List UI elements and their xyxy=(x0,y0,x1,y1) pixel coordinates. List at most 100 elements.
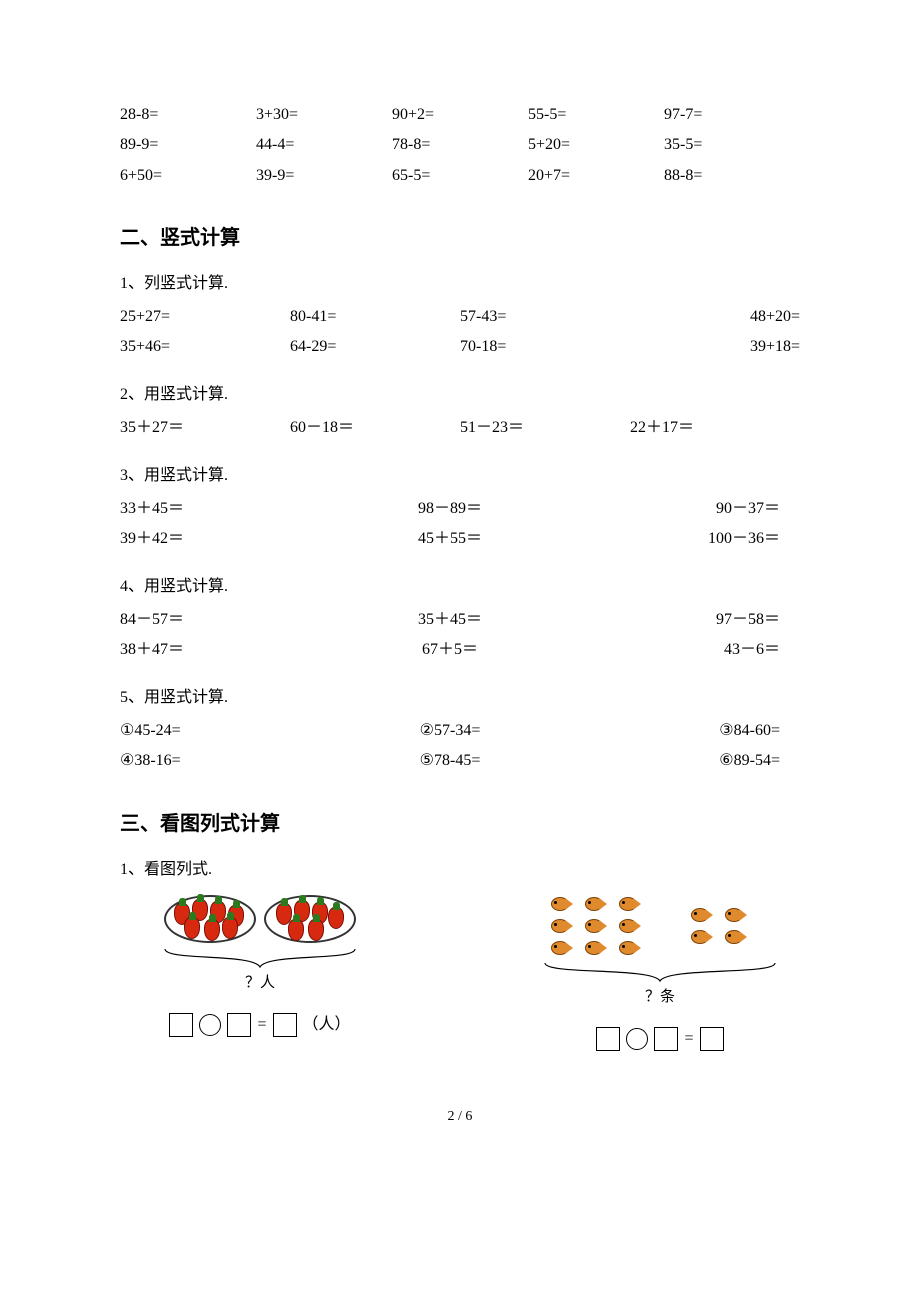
plate-icon xyxy=(264,895,356,943)
calc-cell: 97-7= xyxy=(664,100,800,130)
calc-cell: 84－57＝ xyxy=(120,605,340,635)
blank-square-icon xyxy=(273,1013,297,1037)
calc-cell: 39＋42＝ xyxy=(120,524,340,554)
calc-cell: ②57-34= xyxy=(340,716,560,746)
picture-right: ？条 = xyxy=(520,895,800,1054)
calc-cell: 33＋45＝ xyxy=(120,494,340,524)
question-label: 3、用竖式计算. xyxy=(120,461,800,491)
calc-cell: 6+50= xyxy=(120,161,256,191)
calc-cell: 80-41= xyxy=(290,302,460,332)
blank-square-icon xyxy=(596,1027,620,1051)
picture-problems: ？人 = （人） xyxy=(120,895,800,1054)
calc-cell: 38＋47＝ xyxy=(120,635,340,665)
brace-icon xyxy=(540,961,780,983)
blank-square-icon xyxy=(169,1013,193,1037)
caption-text: ？条 xyxy=(645,983,675,1012)
calc-row: 28-8= 3+30= 90+2= 55-5= 97-7= xyxy=(120,100,800,130)
calc-cell: 39-9= xyxy=(256,161,392,191)
fish-icon xyxy=(613,917,641,935)
blank-circle-icon xyxy=(626,1028,648,1050)
calc-row: 89-9= 44-4= 78-8= 5+20= 35-5= xyxy=(120,130,800,160)
fish-icon xyxy=(685,928,713,946)
fish-icon xyxy=(719,906,747,924)
calc-row: 35+46= 64-29= 70-18= 39+18= xyxy=(120,332,800,362)
calc-cell: 97－58＝ xyxy=(560,605,800,635)
calc-row: 38＋47＝ 67＋5＝ 43－6＝ xyxy=(120,635,800,665)
question-label: 2、用竖式计算. xyxy=(120,380,800,410)
fish-icon xyxy=(545,917,573,935)
calc-cell: 35＋45＝ xyxy=(340,605,560,635)
fish-group xyxy=(545,895,655,957)
strawberry-plates xyxy=(164,895,356,943)
equals-text: = xyxy=(257,1010,266,1040)
fish-icon xyxy=(719,928,747,946)
calc-cell: 90－37＝ xyxy=(560,494,800,524)
equation-template: = xyxy=(596,1024,723,1054)
calc-cell: ④38-16= xyxy=(120,746,340,776)
calc-cell: ③84-60= xyxy=(560,716,800,746)
calc-row: 84－57＝ 35＋45＝ 97－58＝ xyxy=(120,605,800,635)
section-heading: 二、竖式计算 xyxy=(120,219,800,257)
caption-text: ？人 xyxy=(245,969,275,998)
calc-cell: 88-8= xyxy=(664,161,800,191)
blank-circle-icon xyxy=(199,1014,221,1036)
calc-row: ④38-16= ⑤78-45= ⑥89-54= xyxy=(120,746,800,776)
calc-cell: ⑤78-45= xyxy=(340,746,560,776)
picture-left: ？人 = （人） xyxy=(120,895,400,1054)
fish-groups xyxy=(545,895,775,957)
calc-cell: 35-5= xyxy=(664,130,800,160)
calc-cell: 51－23＝ xyxy=(460,413,630,443)
calc-cell: 55-5= xyxy=(528,100,664,130)
fish-group xyxy=(685,906,775,946)
calc-cell: 78-8= xyxy=(392,130,528,160)
calc-cell: 25+27= xyxy=(120,302,290,332)
question-label: 5、用竖式计算. xyxy=(120,683,800,713)
oral-calc-block: 28-8= 3+30= 90+2= 55-5= 97-7= 89-9= 44-4… xyxy=(120,100,800,191)
fish-icon xyxy=(579,917,607,935)
calc-row: ①45-24= ②57-34= ③84-60= xyxy=(120,716,800,746)
calc-row: 6+50= 39-9= 65-5= 20+7= 88-8= xyxy=(120,161,800,191)
calc-cell: 35+46= xyxy=(120,332,290,362)
calc-row: 33＋45＝ 98－89＝ 90－37＝ xyxy=(120,494,800,524)
calc-cell: 22＋17＝ xyxy=(630,413,800,443)
calc-row: 35＋27＝ 60－18＝ 51－23＝ 22＋17＝ xyxy=(120,413,800,443)
calc-cell: 70-18= xyxy=(460,332,630,362)
calc-cell: 20+7= xyxy=(528,161,664,191)
calc-cell: 65-5= xyxy=(392,161,528,191)
section-heading: 三、看图列式计算 xyxy=(120,805,800,843)
calc-cell: 35＋27＝ xyxy=(120,413,290,443)
calc-cell: 60－18＝ xyxy=(290,413,460,443)
calc-cell: 44-4= xyxy=(256,130,392,160)
blank-square-icon xyxy=(227,1013,251,1037)
fish-icon xyxy=(613,939,641,957)
calc-cell: 57-43= xyxy=(460,302,630,332)
brace-icon xyxy=(160,947,360,969)
unit-text: （人） xyxy=(303,1010,351,1040)
fish-icon xyxy=(579,939,607,957)
blank-square-icon xyxy=(654,1027,678,1051)
calc-cell: 28-8= xyxy=(120,100,256,130)
fish-icon xyxy=(685,906,713,924)
question-label: 1、列竖式计算. xyxy=(120,269,800,299)
calc-cell: 43－6＝ xyxy=(560,635,800,665)
calc-cell: 90+2= xyxy=(392,100,528,130)
fish-icon xyxy=(613,895,641,913)
question-label: 1、看图列式. xyxy=(120,855,800,885)
fish-icon xyxy=(579,895,607,913)
page-number: 2 / 6 xyxy=(120,1104,800,1131)
equation-template: = （人） xyxy=(169,1010,350,1040)
plate-icon xyxy=(164,895,256,943)
calc-cell: ①45-24= xyxy=(120,716,340,746)
fish-icon xyxy=(545,895,573,913)
calc-row: 25+27= 80-41= 57-43= 48+20= xyxy=(120,302,800,332)
calc-cell: 89-9= xyxy=(120,130,256,160)
blank-square-icon xyxy=(700,1027,724,1051)
calc-cell: 67＋5＝ xyxy=(340,635,560,665)
fish-icon xyxy=(545,939,573,957)
calc-cell: 98－89＝ xyxy=(340,494,560,524)
equals-text: = xyxy=(684,1024,693,1054)
calc-row: 39＋42＝ 45＋55＝ 100－36＝ xyxy=(120,524,800,554)
calc-cell: 5+20= xyxy=(528,130,664,160)
calc-cell: 100－36＝ xyxy=(560,524,800,554)
calc-cell: ⑥89-54= xyxy=(560,746,800,776)
